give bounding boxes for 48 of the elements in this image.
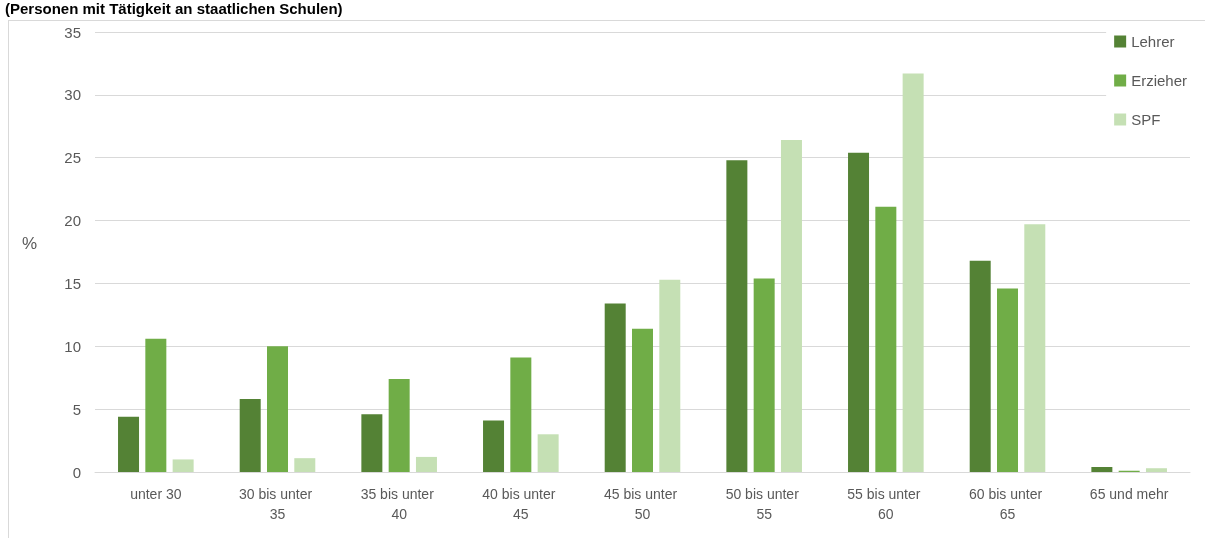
bar (780, 140, 802, 472)
y-tick-label: 10 (64, 337, 81, 355)
bar (902, 73, 924, 472)
bar (753, 278, 775, 472)
y-tick-label: 0 (72, 463, 81, 481)
bar (659, 279, 681, 472)
y-tick-label: 30 (64, 86, 81, 104)
bar (388, 378, 410, 472)
bar (483, 420, 505, 472)
bar (118, 416, 140, 472)
bar (510, 357, 532, 472)
x-tick-label: 30 bis unter 35 (238, 486, 317, 522)
bar (969, 260, 991, 472)
legend-label: Erzieher (1131, 72, 1187, 89)
bar (726, 160, 748, 472)
bar (361, 414, 383, 472)
x-tick-label: 55 bis unter 60 (847, 486, 925, 522)
bar (537, 434, 559, 472)
x-tick-label: 40 bis unter 45 (482, 486, 560, 522)
x-tick-label: unter 30 (130, 486, 182, 502)
y-tick-label: 20 (64, 212, 81, 230)
bar (172, 459, 194, 472)
bar (1024, 224, 1046, 472)
x-tick-label: 50 bis unter 55 (725, 486, 803, 522)
bar (267, 346, 288, 472)
bar (997, 288, 1018, 472)
x-tick-label: 60 bis unter 65 (968, 486, 1047, 522)
bar (1145, 468, 1167, 472)
x-tick-label: 45 bis unter 50 (603, 486, 682, 522)
bar (604, 303, 626, 472)
bar (875, 206, 897, 472)
bar (415, 456, 437, 472)
bar (239, 399, 261, 472)
y-axis-title: % (21, 234, 37, 253)
bar (848, 152, 870, 472)
y-tick-label: 5 (72, 400, 81, 418)
y-tick-label: 15 (64, 274, 81, 292)
x-tick-label: 65 und mehr (1089, 486, 1169, 502)
legend-label: Lehrer (1131, 33, 1175, 50)
bar (632, 328, 653, 472)
chart-subtitle: (Personen mit Tätigkeit an staatlichen Schulen) (5, 0, 343, 17)
y-tick-label: 25 (64, 149, 81, 167)
x-tick-label: 35 bis unter 40 (360, 486, 438, 522)
bar (1091, 466, 1113, 472)
y-tick-label: 35 (64, 23, 81, 41)
bar (294, 458, 316, 472)
legend-label: SPF (1131, 111, 1161, 128)
bar (145, 338, 167, 472)
